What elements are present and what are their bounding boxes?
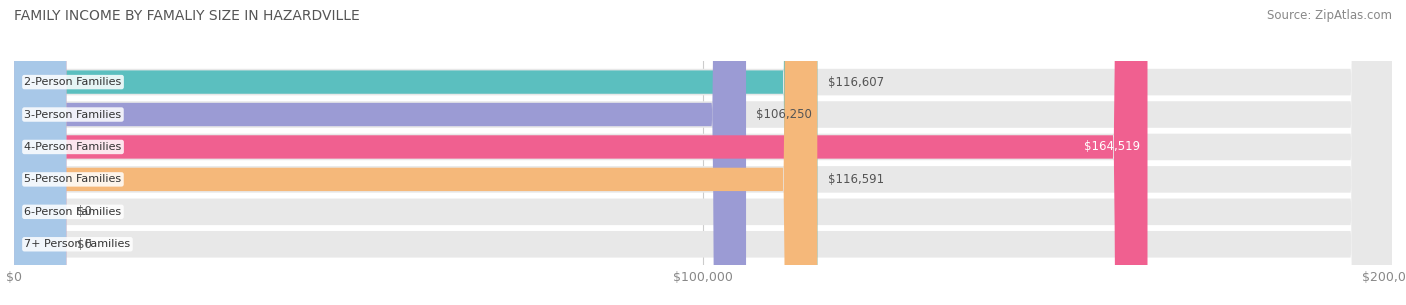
FancyBboxPatch shape [14,0,1392,305]
FancyBboxPatch shape [14,0,1392,305]
Text: $164,519: $164,519 [1084,141,1140,153]
Text: 6-Person Families: 6-Person Families [24,207,121,217]
FancyBboxPatch shape [14,0,1392,305]
FancyBboxPatch shape [14,0,1392,305]
Text: $0: $0 [77,238,91,251]
Text: Source: ZipAtlas.com: Source: ZipAtlas.com [1267,9,1392,22]
Text: 4-Person Families: 4-Person Families [24,142,122,152]
Text: FAMILY INCOME BY FAMALIY SIZE IN HAZARDVILLE: FAMILY INCOME BY FAMALIY SIZE IN HAZARDV… [14,9,360,23]
FancyBboxPatch shape [14,0,817,305]
FancyBboxPatch shape [14,0,817,305]
Text: 2-Person Families: 2-Person Families [24,77,122,87]
FancyBboxPatch shape [14,0,1147,305]
Text: $0: $0 [77,205,91,218]
FancyBboxPatch shape [14,0,66,305]
Text: 7+ Person Families: 7+ Person Families [24,239,131,249]
Text: $116,607: $116,607 [828,76,884,88]
FancyBboxPatch shape [14,0,747,305]
Text: 3-Person Families: 3-Person Families [24,109,121,120]
Text: $106,250: $106,250 [756,108,813,121]
Text: $116,591: $116,591 [828,173,884,186]
FancyBboxPatch shape [14,0,1392,305]
FancyBboxPatch shape [14,0,1392,305]
FancyBboxPatch shape [14,0,66,305]
Text: 5-Person Families: 5-Person Families [24,174,121,185]
